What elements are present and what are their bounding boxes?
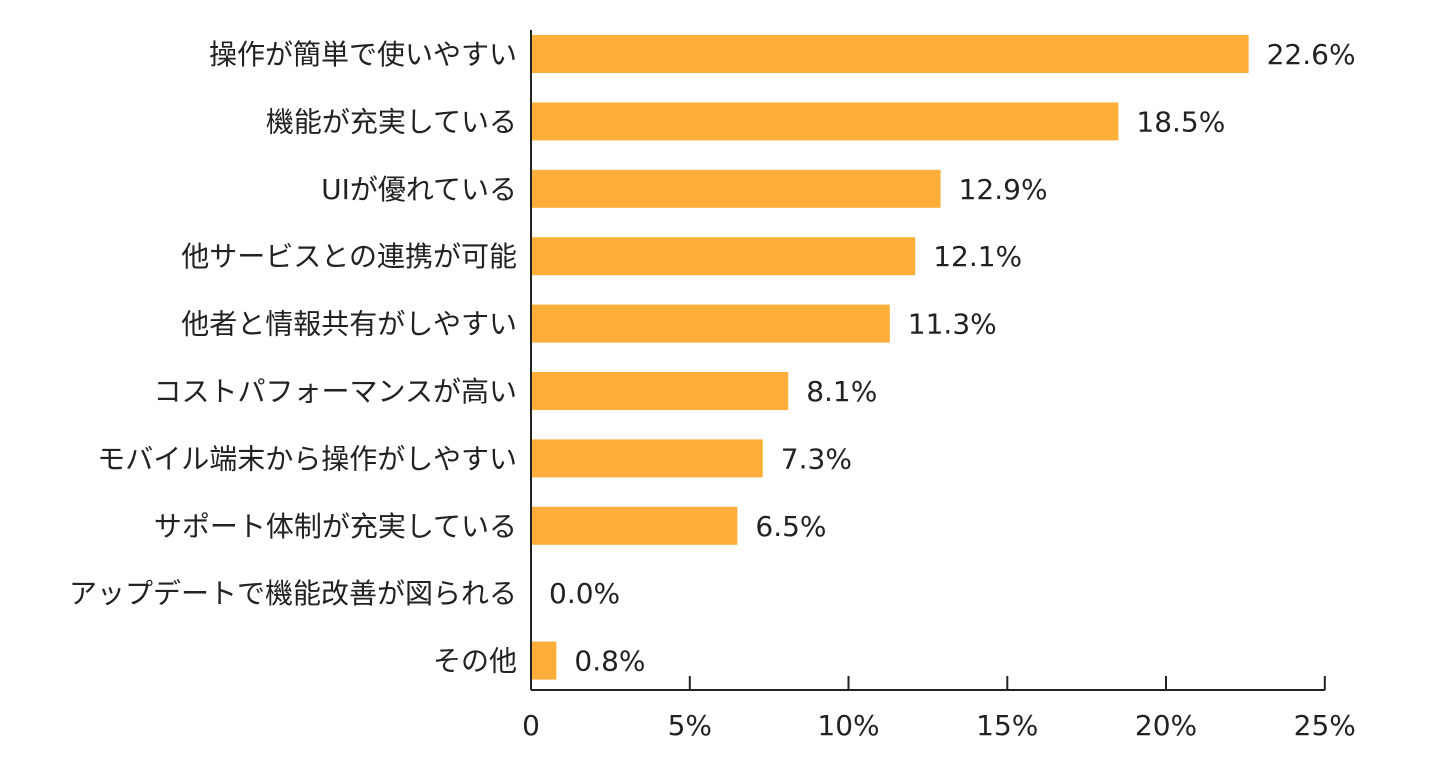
x-tick-label: 25% xyxy=(1294,709,1356,742)
value-label: 11.3% xyxy=(908,308,997,341)
bar-1 xyxy=(531,35,1249,73)
category-label: UIが優れている xyxy=(321,173,517,206)
value-label: 12.9% xyxy=(959,173,1048,206)
category-label: コストパフォーマンスが高い xyxy=(154,375,517,408)
bar-8 xyxy=(531,506,738,545)
value-label: 0.0% xyxy=(549,577,620,610)
category-label: サポート体制が充実している xyxy=(154,510,517,543)
category-label: 他サービスとの連携が可能 xyxy=(181,240,517,273)
value-label: 7.3% xyxy=(781,442,852,475)
value-labels: 22.6% 18.5% 12.9% 12.1% 11.3% 8.1% 7.3% 6.5% 0.0… xyxy=(549,38,1356,678)
x-tick-label: 20% xyxy=(1135,709,1197,742)
value-label: 22.6% xyxy=(1267,38,1356,71)
value-label: 8.1% xyxy=(806,375,877,408)
x-tick-label: 10% xyxy=(817,709,879,742)
axes-group xyxy=(530,30,1326,691)
category-label: 機能が充実している xyxy=(266,105,517,138)
category-label: 他者と情報共有がしやすい xyxy=(181,308,517,341)
bars-group xyxy=(531,35,1249,680)
bar-5 xyxy=(531,304,890,343)
x-tick-label: 15% xyxy=(976,709,1038,742)
category-label: モバイル端末から操作がしやすい xyxy=(97,442,517,475)
bar-7 xyxy=(531,439,763,478)
category-label: その他 xyxy=(433,645,517,678)
value-label: 0.8% xyxy=(574,645,645,678)
category-label: 操作が簡単で使いやすい xyxy=(209,38,517,71)
bar-6 xyxy=(531,372,789,410)
bar-4 xyxy=(531,237,916,276)
x-tick-label: 0 xyxy=(522,709,540,742)
bar-10 xyxy=(531,641,557,680)
value-label: 12.1% xyxy=(933,240,1022,273)
x-tick-label: 5% xyxy=(668,709,712,742)
value-label: 18.5% xyxy=(1136,105,1225,138)
bar-3 xyxy=(531,169,941,208)
tick-labels: 0 5% 10% 15% 20% 25% xyxy=(522,709,1356,742)
value-label: 6.5% xyxy=(755,510,826,543)
bar-2 xyxy=(531,102,1119,141)
category-label: アップデートで機能改善が図られる xyxy=(69,577,517,610)
